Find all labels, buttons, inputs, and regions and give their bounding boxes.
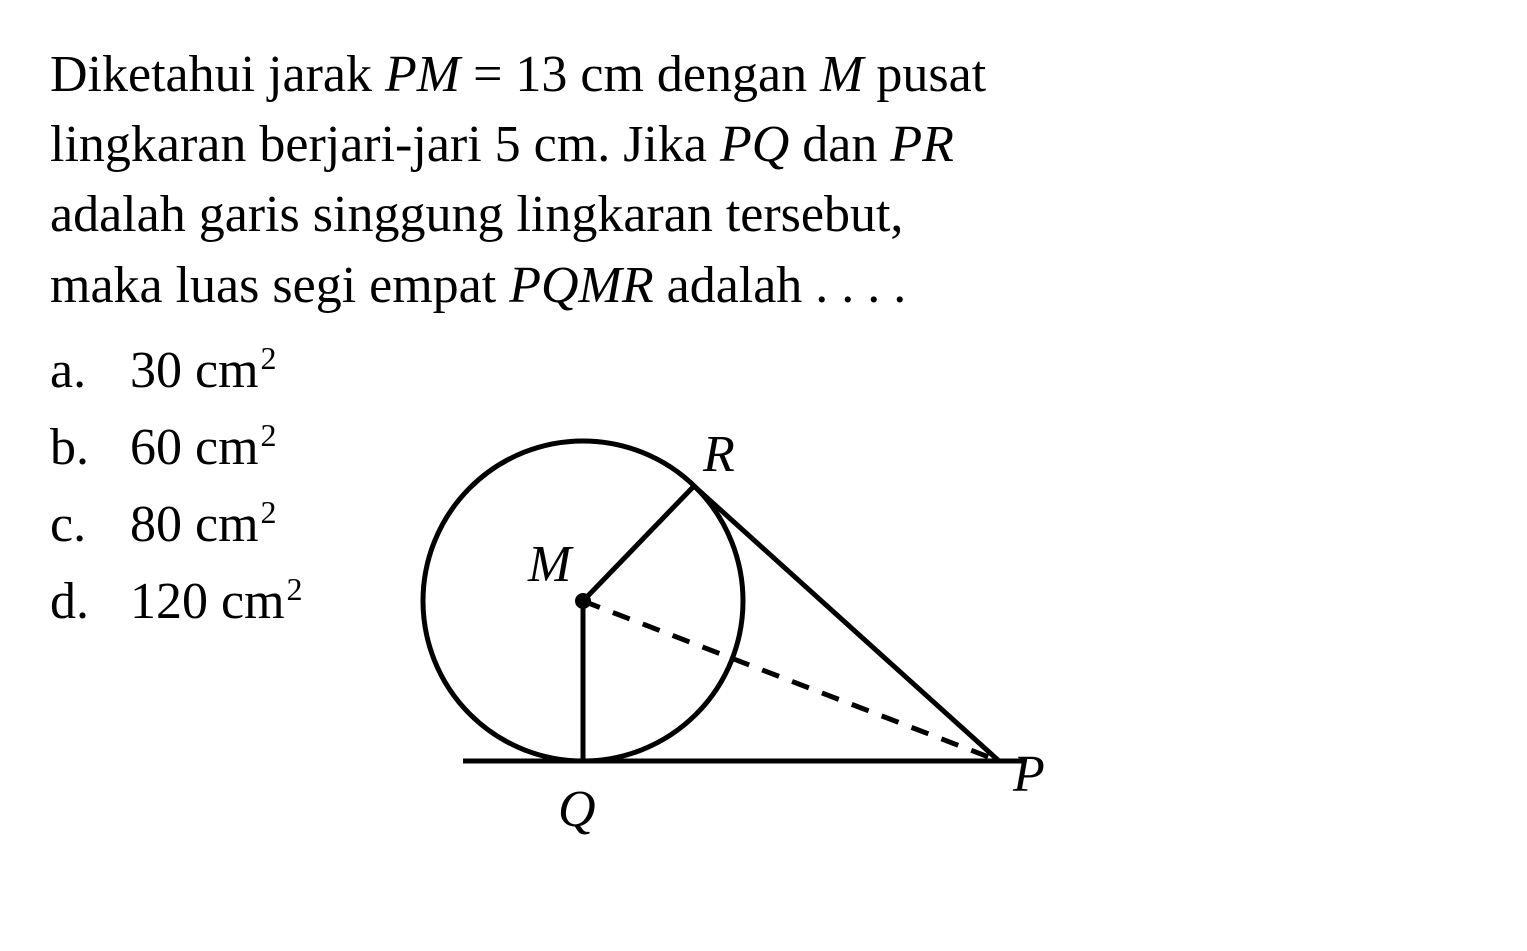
var-pqmr: PQMR — [509, 257, 653, 314]
label-m: M — [527, 536, 574, 593]
options-list: a. 30 cm2 b. 60 cm2 c. 80 cm2 d. — [50, 341, 383, 631]
text-segment: lingkaran berjari-jari 5 cm. Jika — [50, 116, 720, 173]
option-value: 120 cm2 — [130, 572, 303, 631]
option-c: c. 80 cm2 — [50, 495, 303, 554]
option-number: 60 cm — [130, 418, 259, 477]
option-a: a. 30 cm2 — [50, 341, 303, 400]
option-number: 80 cm — [130, 495, 259, 554]
var-pr: PR — [890, 116, 954, 173]
option-exponent: 2 — [261, 340, 277, 377]
option-letter: d. — [50, 572, 130, 631]
option-exponent: 2 — [261, 417, 277, 454]
text-segment: pusat — [863, 46, 986, 103]
var-pq: PQ — [720, 116, 789, 173]
text-segment: maka luas segi empat — [50, 257, 509, 314]
text-segment: Diketahui jarak — [50, 46, 385, 103]
option-value: 80 cm2 — [130, 495, 277, 554]
option-exponent: 2 — [261, 494, 277, 531]
text-segment: adalah garis singgung lingkaran tersebut… — [50, 186, 903, 243]
text-segment: adalah . . . . — [654, 257, 907, 314]
option-value: 60 cm2 — [130, 418, 277, 477]
line-mr — [583, 486, 694, 601]
option-d: d. 120 cm2 — [50, 572, 303, 631]
option-letter: c. — [50, 495, 130, 554]
line-mp-dashed — [583, 601, 999, 761]
question-block: Diketahui jarak PM = 13 cm dengan M pusa… — [50, 40, 1477, 851]
option-number: 30 cm — [130, 341, 259, 400]
var-pm: PM — [385, 46, 460, 103]
var-m: M — [820, 46, 863, 103]
option-exponent: 2 — [287, 571, 303, 608]
option-letter: a. — [50, 341, 130, 400]
geometry-figure: R M Q P — [383, 331, 1083, 851]
label-p: P — [1012, 746, 1045, 803]
label-r: R — [702, 426, 735, 483]
text-segment: = 13 cm dengan — [460, 46, 820, 103]
option-value: 30 cm2 — [130, 341, 277, 400]
option-b: b. 60 cm2 — [50, 418, 303, 477]
option-letter: b. — [50, 418, 130, 477]
option-number: 120 cm — [130, 572, 285, 631]
question-text: Diketahui jarak PM = 13 cm dengan M pusa… — [50, 40, 1477, 321]
lower-section: a. 30 cm2 b. 60 cm2 c. 80 cm2 d. — [50, 341, 1477, 851]
text-segment: dan — [789, 116, 890, 173]
label-q: Q — [558, 781, 596, 838]
figure-svg: R M Q P — [383, 331, 1083, 851]
center-dot — [575, 593, 591, 609]
